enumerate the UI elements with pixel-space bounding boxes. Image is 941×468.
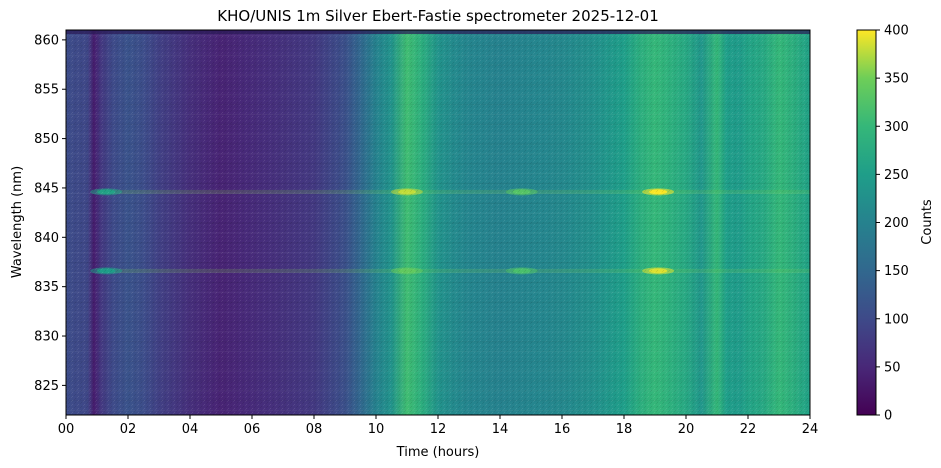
x-tick-label: 18 [616, 422, 633, 437]
y-tick-label: 840 [34, 231, 59, 246]
colorbar-tick-label: 50 [884, 360, 901, 375]
x-tick-label: 00 [58, 422, 75, 437]
colorbar-tick-label: 250 [884, 168, 909, 183]
y-tick-label: 860 [34, 33, 59, 48]
colorbar-gradient [856, 29, 877, 416]
colorbar-tick-label: 150 [884, 264, 909, 279]
x-tick-label: 20 [678, 422, 695, 437]
colorbar-tick-label: 400 [884, 24, 909, 39]
chart-title: KHO/UNIS 1m Silver Ebert-Fastie spectrom… [217, 7, 658, 25]
colorbar-tick-label: 300 [884, 120, 909, 135]
y-tick-label: 830 [34, 330, 59, 345]
y-tick-label: 835 [34, 280, 59, 295]
x-tick-label: 22 [740, 422, 757, 437]
noise-texture [66, 30, 810, 415]
x-axis-label: Time (hours) [396, 445, 480, 460]
y-tick-label: 855 [34, 83, 59, 98]
colorbar-ticks: 0 50 100 150 200 250 300 350 400 [876, 24, 909, 424]
y-tick-label: 825 [34, 379, 59, 394]
y-axis-label: Wavelength (nm) [10, 166, 25, 278]
y-axis: 825 830 835 840 845 850 855 860 [34, 33, 66, 394]
y-tick-label: 845 [34, 181, 59, 196]
x-tick-label: 14 [492, 422, 509, 437]
x-tick-label: 04 [182, 422, 199, 437]
x-tick-label: 08 [306, 422, 323, 437]
x-tick-label: 16 [554, 422, 571, 437]
x-tick-label: 10 [368, 422, 385, 437]
x-tick-label: 12 [430, 422, 447, 437]
colorbar-tick-label: 200 [884, 216, 909, 231]
colorbar-tick-label: 0 [884, 409, 892, 424]
top-dark-strip [66, 30, 810, 34]
colorbar-tick-label: 350 [884, 72, 909, 87]
x-axis: 00 02 04 06 08 10 12 14 16 18 20 22 24 [58, 415, 819, 437]
y-tick-label: 850 [34, 132, 59, 147]
colorbar: 0 50 100 150 200 250 300 350 400 Counts [856, 24, 935, 424]
x-tick-label: 02 [120, 422, 137, 437]
x-tick-label: 06 [244, 422, 261, 437]
x-tick-label: 24 [802, 422, 819, 437]
heatmap-plot-area [66, 30, 810, 415]
colorbar-label: Counts [920, 199, 935, 245]
colorbar-tick-label: 100 [884, 312, 909, 327]
